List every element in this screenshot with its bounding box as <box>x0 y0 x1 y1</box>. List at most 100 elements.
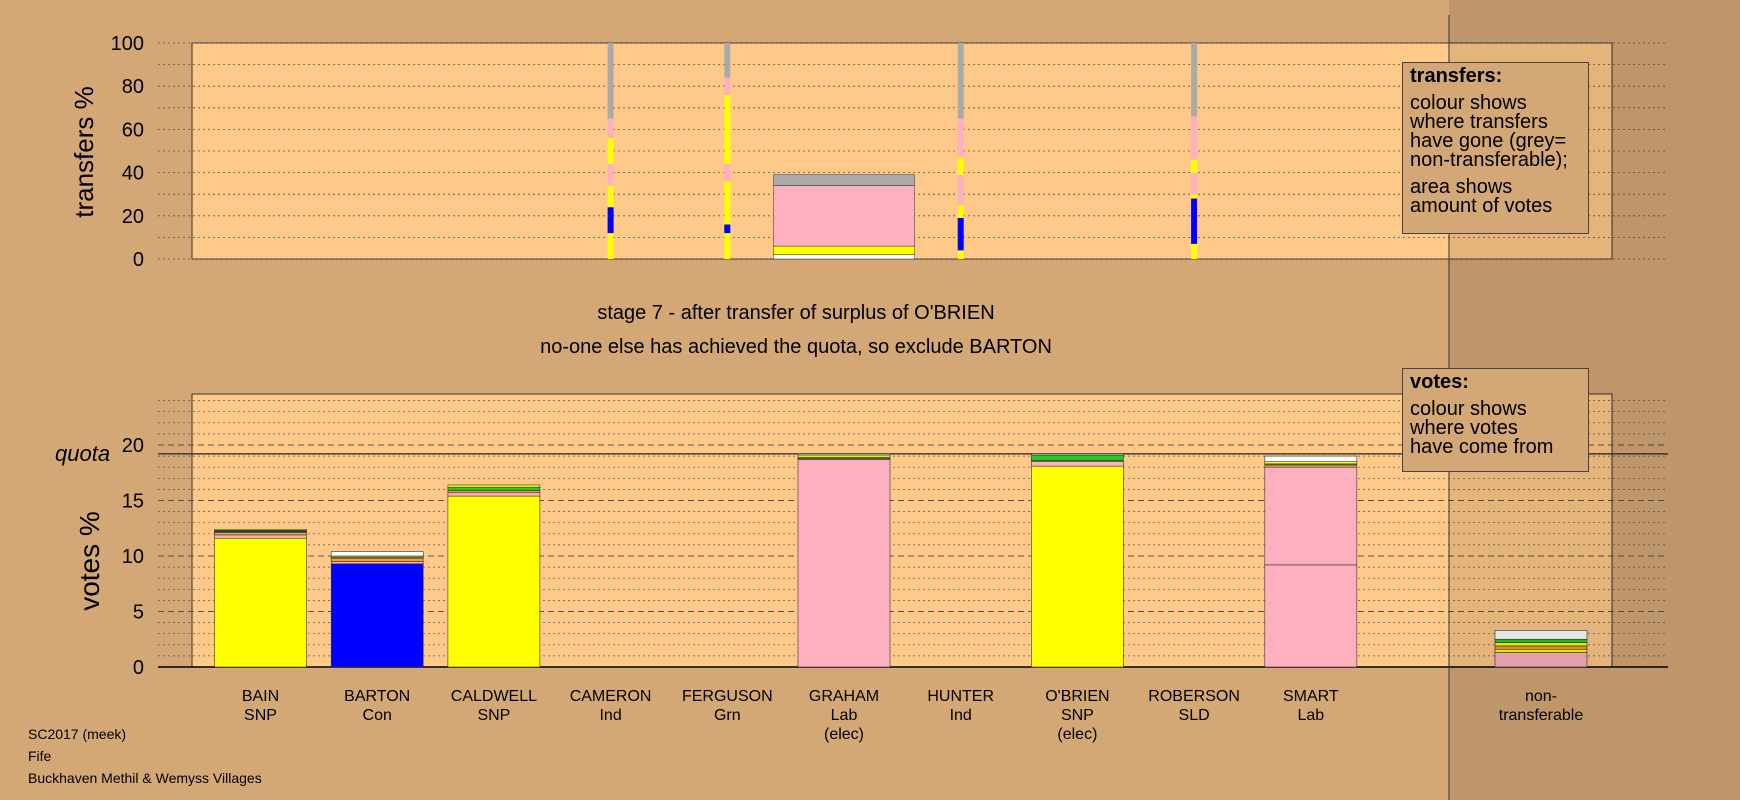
vote-bar-segment <box>1031 465 1124 668</box>
vote-bar-segment <box>330 557 424 562</box>
transfer-bar-segment <box>1191 194 1198 199</box>
y-tick-label: 60 <box>122 119 144 141</box>
candidate-party-label: SNP <box>1061 707 1094 724</box>
candidate-name-label: SMART <box>1283 688 1339 705</box>
transfer-bar-segment <box>957 174 964 205</box>
votes-legend-line: colour shows <box>1410 398 1527 420</box>
transfers-legend-line: amount of votes <box>1410 195 1553 217</box>
y-tick-label: 20 <box>122 435 144 457</box>
transfer-bar-segment <box>724 94 731 164</box>
candidate-name-label: ROBERSON <box>1148 688 1240 705</box>
candidate-name-label: CAMERON <box>570 688 652 705</box>
vote-bar-segment <box>330 561 424 565</box>
transfer-bar-segment <box>773 174 915 186</box>
votes-legend-title: votes: <box>1410 371 1469 393</box>
votes-plot-area <box>191 393 1613 668</box>
vote-bar-segment <box>447 484 541 488</box>
vote-bar-segment <box>214 537 307 668</box>
transfers-legend-line: area shows <box>1410 176 1513 198</box>
y-tick-label: 15 <box>122 491 144 513</box>
y-tick-label: 5 <box>133 602 144 624</box>
transfer-bar-segment <box>1191 172 1198 195</box>
candidate-name-label: CALDWELL <box>451 688 537 705</box>
vote-bar-segment <box>330 563 424 668</box>
transfer-bar-segment <box>1191 198 1198 244</box>
y-axis-label: votes % <box>74 511 105 611</box>
candidate-status-label: (elec) <box>1057 726 1097 743</box>
candidate-party-label: Ind <box>950 707 972 724</box>
transfer-bar-segment <box>724 43 731 78</box>
candidate-party-label: SLD <box>1179 707 1210 724</box>
candidate-party-label: SNP <box>477 707 510 724</box>
transfers-legend-line: colour shows <box>1410 92 1527 114</box>
vote-bar-segment <box>214 532 307 536</box>
transfers-legend-title: transfers: <box>1410 65 1503 87</box>
votes-legend-line: have come from <box>1410 436 1554 458</box>
vote-bar-segment <box>447 495 541 668</box>
candidate-party-label: Lab <box>831 707 858 724</box>
nontransferable-label: non- <box>1525 688 1557 705</box>
candidate-name-label: O'BRIEN <box>1045 688 1109 705</box>
vote-bar-segment <box>1031 454 1124 461</box>
transfer-bar-segment <box>1191 43 1198 117</box>
vote-bar-segment <box>447 486 541 491</box>
transfer-bar-segment <box>957 157 964 175</box>
footer-council: Fife <box>28 748 52 764</box>
transfer-bar-segment <box>607 185 614 208</box>
stage-subtitle: no-one else has achieved the quota, so e… <box>540 336 1052 358</box>
y-axis-label: transfers % <box>69 86 99 218</box>
transfer-bar-segment <box>957 217 964 251</box>
stage-title: stage 7 - after transfer of surplus of O… <box>597 302 995 324</box>
transfer-bar-segment <box>1191 243 1198 259</box>
candidate-name-label: GRAHAM <box>809 688 879 705</box>
transfer-bar-segment <box>607 118 614 139</box>
transfer-bar-segment <box>607 207 614 234</box>
vote-bar-segment <box>1031 453 1124 456</box>
candidate-status-label: (elec) <box>824 726 864 743</box>
vote-bar-segment <box>1264 455 1358 462</box>
candidate-name-label: FERGUSON <box>682 688 773 705</box>
candidate-party-label: Grn <box>714 707 741 724</box>
transfer-bar-segment <box>1191 116 1198 160</box>
transfer-bar-segment <box>724 233 731 259</box>
vote-bar-segment <box>214 529 307 531</box>
transfer-bar-segment <box>724 181 731 225</box>
transfers-legend-line: where transfers <box>1410 111 1548 133</box>
y-tick-label: 80 <box>122 76 144 98</box>
transfer-bar-segment <box>773 254 915 260</box>
votes-legend: votes: colour shows where votes have com… <box>1402 368 1589 472</box>
y-tick-label: 0 <box>133 657 144 679</box>
y-tick-label: 100 <box>111 33 144 55</box>
candidate-name-label: HUNTER <box>927 688 994 705</box>
vote-bar-segment <box>797 454 891 458</box>
y-tick-label: 10 <box>122 546 144 568</box>
vote-bar-segment <box>1264 464 1358 468</box>
candidate-party-label: Lab <box>1297 707 1324 724</box>
y-tick-label: 40 <box>122 163 144 185</box>
transfer-bar-segment <box>957 205 964 218</box>
transfer-bar-segment <box>607 43 614 119</box>
transfer-bar-segment <box>607 233 614 259</box>
transfer-bar-segment <box>957 118 964 158</box>
vote-bar-segment <box>797 453 891 456</box>
candidate-name-label: BAIN <box>242 688 279 705</box>
vote-bar-segment <box>1264 466 1358 566</box>
vote-bar-segment <box>447 490 541 494</box>
transfer-bar-segment <box>1191 159 1198 173</box>
nontransferable-label: transferable <box>1499 707 1584 724</box>
transfer-bar-segment <box>607 138 614 164</box>
transfer-bar-segment <box>724 224 731 234</box>
footer-election: SC2017 (meek) <box>28 726 127 742</box>
y-tick-label: 0 <box>133 249 144 271</box>
transfer-bar-segment <box>957 250 964 259</box>
y-tick-label: 20 <box>122 206 144 228</box>
quota-label: quota <box>55 441 110 466</box>
transfer-bar-segment <box>724 77 731 95</box>
transfers-legend-line: have gone (grey= <box>1410 130 1567 152</box>
candidate-party-label: Con <box>363 707 392 724</box>
vote-bar-segment <box>1264 461 1358 465</box>
footer-ward: Buckhaven Methil & Wemyss Villages <box>28 770 262 786</box>
transfer-bar-segment <box>724 163 731 182</box>
